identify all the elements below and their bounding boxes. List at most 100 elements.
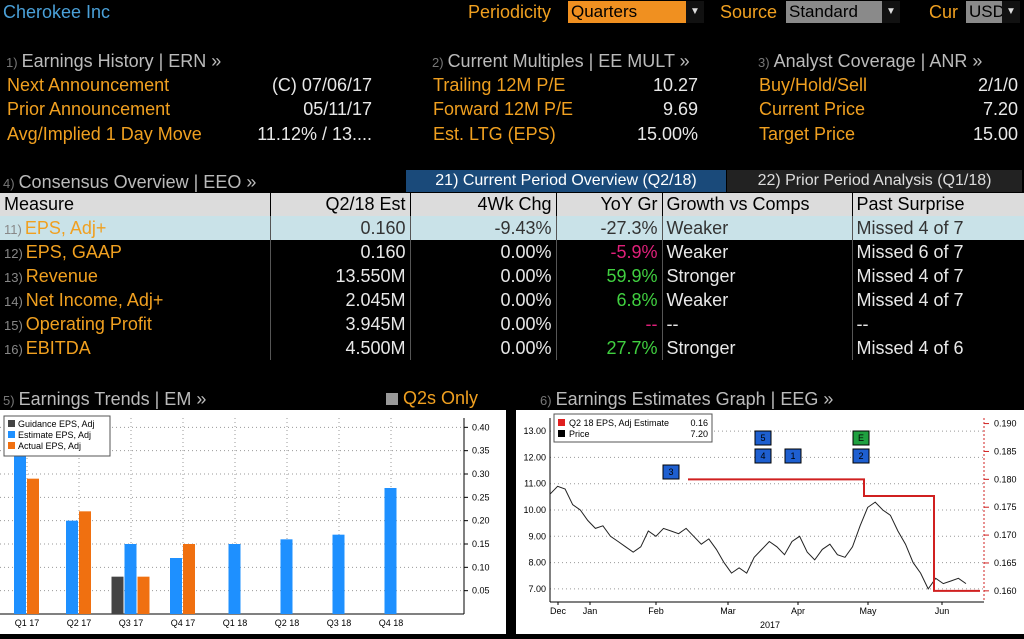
legend-value: 0.16 xyxy=(690,418,708,428)
x-tick-label: Q3 18 xyxy=(327,618,352,628)
legend-swatch xyxy=(8,420,15,427)
table-row[interactable]: 14) Net Income, Adj+ 2.045M 0.00% 6.8% Weaker… xyxy=(0,288,1024,312)
x-tick-label: Jan xyxy=(583,606,598,616)
x-tick-label: Q2 18 xyxy=(275,618,300,628)
forward-pe-value: 9.69 xyxy=(662,99,698,119)
bar-estimate-eps-adj xyxy=(280,539,293,614)
table-row[interactable]: 16) EBITDA 4.500M 0.00% 27.7% Stronger Missed … xyxy=(0,336,1024,360)
col-estimate[interactable]: Q2/18 Est xyxy=(270,193,411,216)
y-left-tick-label: 10.00 xyxy=(523,505,546,515)
earnings-history-header[interactable]: 1) Earnings History | ERN » xyxy=(6,51,221,72)
bar-estimate-eps-adj xyxy=(384,488,397,614)
event-marker-label: 2 xyxy=(858,451,863,461)
row-number: 15) xyxy=(4,317,23,333)
row-number: 14) xyxy=(4,293,23,309)
price-line xyxy=(549,485,967,590)
change-value: -9.43% xyxy=(410,216,557,240)
estimates-graph-header[interactable]: 6) Earnings Estimates Graph | EEG » xyxy=(540,389,833,410)
x-tick-label: Apr xyxy=(791,606,805,616)
y-right-tick-label: 0.165 xyxy=(994,558,1017,568)
event-marker xyxy=(852,448,870,464)
event-marker xyxy=(784,448,802,464)
trailing-pe-label: Trailing 12M P/E xyxy=(433,75,566,95)
section-title: Consensus Overview | EEO » xyxy=(18,172,257,192)
estimates-graph-chart: 7.00 8.00 9.00 10.00 11.00 12.00 13.00 0.160 0.1… xyxy=(516,410,1024,634)
x-tick-label: Q2 17 xyxy=(67,618,92,628)
yoy-value: 6.8% xyxy=(556,288,663,312)
currency-select[interactable]: USD ▼ xyxy=(966,1,1020,23)
ltg-label: Est. LTG (EPS) xyxy=(433,124,556,144)
section-title: Analyst Coverage | ANR » xyxy=(773,51,983,71)
col-4wk-chg[interactable]: 4Wk Chg xyxy=(410,193,557,216)
target-price-label: Target Price xyxy=(759,124,856,144)
y-left-tick-label: 13.00 xyxy=(523,426,546,436)
legend-label: Estimate EPS, Adj xyxy=(18,430,91,440)
legend-swatch xyxy=(8,431,15,438)
y-right-tick-label: 0.160 xyxy=(994,586,1017,596)
measure-name: EBITDA xyxy=(25,337,91,358)
y-right-tick-label: 0.185 xyxy=(994,446,1017,456)
growth-value: Weaker xyxy=(662,240,853,264)
section-title: Earnings Estimates Graph | EEG » xyxy=(555,389,834,409)
estimate-value: 13.550M xyxy=(270,264,411,288)
estimate-value: 0.160 xyxy=(270,240,411,264)
col-surprise[interactable]: Past Surprise xyxy=(852,193,1024,216)
col-measure[interactable]: Measure xyxy=(0,193,271,216)
chevron-down-icon: ▼ xyxy=(1002,1,1020,23)
growth-value: Stronger xyxy=(662,336,853,360)
current-price-value: 7.20 xyxy=(982,99,1018,119)
growth-value: Weaker xyxy=(662,216,853,240)
y-tick-label: 0.40 xyxy=(472,422,490,432)
bar-estimate-eps-adj xyxy=(66,520,78,614)
y-tick-label: 0.20 xyxy=(472,516,490,526)
q2s-only-toggle[interactable]: Q2s Only xyxy=(386,388,478,409)
table-row[interactable]: 13) Revenue 13.550M 0.00% 59.9% Stronger Misse… xyxy=(0,264,1024,288)
y-left-tick-label: 9.00 xyxy=(528,531,546,541)
periodicity-select[interactable]: Quarters ▼ xyxy=(568,1,704,23)
section-number: 1) xyxy=(6,55,18,70)
section-number: 5) xyxy=(3,393,15,408)
legend-box xyxy=(553,413,713,443)
table-row[interactable]: 12) EPS, GAAP 0.160 0.00% -5.9% Weaker Missed … xyxy=(0,240,1024,264)
x-tick-label: Dec xyxy=(550,606,567,616)
tab-prior-period[interactable]: 22) Prior Period Analysis (Q1/18) xyxy=(727,170,1022,192)
measure-cell: 12) EPS, GAAP xyxy=(0,240,271,264)
table-row[interactable]: 11) EPS, Adj+ 0.160 -9.43% -27.3% Weaker Misse… xyxy=(0,216,1024,240)
change-value: 0.00% xyxy=(410,336,557,360)
earnings-trends-header[interactable]: 5) Earnings Trends | EM » xyxy=(3,389,206,410)
tab-current-period[interactable]: 21) Current Period Overview (Q2/18) xyxy=(406,170,726,192)
row-number: 16) xyxy=(4,341,23,357)
source-value: Standard xyxy=(789,2,858,21)
company-name: Cherokee Inc xyxy=(3,2,111,22)
legend-box xyxy=(3,415,111,457)
bar-actual-eps-adj xyxy=(183,544,195,614)
consensus-header[interactable]: 4) Consensus Overview | EEO » xyxy=(3,172,256,193)
section-title: Current Multiples | EE MULT » xyxy=(447,51,690,71)
col-yoy[interactable]: YoY Gr xyxy=(556,193,663,216)
current-price-label: Current Price xyxy=(759,99,866,119)
y-left-tick-label: 7.00 xyxy=(528,584,546,594)
event-marker xyxy=(754,448,772,464)
table-row[interactable]: 15) Operating Profit 3.945M 0.00% -- -- -- xyxy=(0,312,1024,336)
table-header-row: Measure Q2/18 Est 4Wk Chg YoY Gr Growth … xyxy=(0,193,1024,216)
x-tick-label: Q4 18 xyxy=(379,618,404,628)
yoy-value: -27.3% xyxy=(556,216,663,240)
estimate-value: 2.045M xyxy=(270,288,411,312)
surprise-value: Missed 4 of 6 xyxy=(852,336,1024,360)
x-tick-label: Jun xyxy=(935,606,950,616)
y-tick-label: 0.35 xyxy=(472,446,490,456)
current-multiples-header[interactable]: 2) Current Multiples | EE MULT » xyxy=(432,51,690,72)
earnings-trends-chart: 0.05 0.10 0.15 0.20 0.25 0.30 0.35 0.40 Q1 17 Q2 … xyxy=(0,410,506,634)
surprise-value: Missed 4 of 7 xyxy=(852,264,1024,288)
next-announcement-label: Next Announcement xyxy=(7,75,170,95)
y-left-tick-label: 12.00 xyxy=(523,452,546,462)
source-select[interactable]: Standard ▼ xyxy=(786,1,900,23)
col-growth[interactable]: Growth vs Comps xyxy=(662,193,853,216)
surprise-value: Missed 4 of 7 xyxy=(852,216,1024,240)
row-number: 11) xyxy=(4,221,22,237)
measure-cell: 13) Revenue xyxy=(0,264,271,288)
bar-estimate-eps-adj xyxy=(124,544,137,614)
measure-cell: 14) Net Income, Adj+ xyxy=(0,288,271,312)
analyst-coverage-header[interactable]: 3) Analyst Coverage | ANR » xyxy=(758,51,982,72)
surprise-value: Missed 6 of 7 xyxy=(852,240,1024,264)
